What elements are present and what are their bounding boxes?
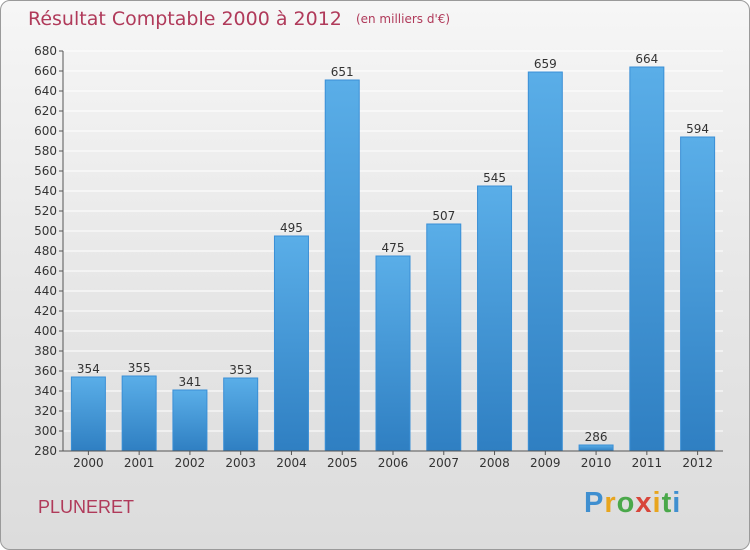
data-label: 355: [128, 361, 151, 375]
x-tick-label: 2012: [682, 456, 713, 470]
y-tick-label: 380: [34, 344, 57, 358]
y-tick-label: 540: [34, 184, 57, 198]
data-label: 354: [77, 362, 100, 376]
x-tick-label: 2004: [276, 456, 307, 470]
data-label: 507: [432, 209, 455, 223]
data-label: 545: [483, 171, 506, 185]
proxiti-logo: Proxiti: [584, 487, 682, 519]
town-name: PLUNERET: [38, 497, 135, 517]
data-label: 664: [635, 52, 658, 66]
y-tick-label: 660: [34, 64, 57, 78]
bar-2006: [375, 255, 411, 452]
y-tick-label: 440: [34, 284, 57, 298]
bar-2004: [273, 235, 309, 452]
bar-2008: [477, 185, 513, 452]
data-label: 495: [280, 221, 303, 235]
chart-unit-label: (en milliers d'€): [355, 12, 451, 26]
bar-2007: [426, 223, 462, 452]
data-label: 286: [585, 430, 608, 444]
y-tick-label: 600: [34, 124, 57, 138]
y-tick-label: 360: [34, 364, 57, 378]
x-tick-label: 2001: [124, 456, 155, 470]
x-tick-label: 2007: [428, 456, 459, 470]
y-tick-label: 680: [34, 44, 57, 58]
bar-2001: [121, 375, 157, 452]
data-label: 353: [229, 363, 252, 377]
x-tick-label: 2010: [581, 456, 612, 470]
data-label: 594: [686, 122, 709, 136]
bar-2003: [223, 377, 259, 452]
y-tick-label: 580: [34, 144, 57, 158]
bar-2002: [172, 389, 208, 452]
y-tick-label: 480: [34, 244, 57, 258]
x-axis: 2000 2001 2002 2003 2004 2005 2006 2007 2008 2009…: [63, 450, 723, 470]
chart-title: Résultat Comptable 2000 à 2012: [28, 8, 342, 30]
data-label: 475: [382, 241, 405, 255]
bars: 354 355 341 353 495 651 475 507 545 659 286 664 594: [70, 52, 716, 452]
y-tick-label: 300: [34, 424, 57, 438]
y-tick-label: 620: [34, 104, 57, 118]
bar-2000: [70, 376, 106, 452]
y-tick-label: 520: [34, 204, 57, 218]
x-tick-label: 2003: [225, 456, 256, 470]
data-label: 659: [534, 57, 557, 71]
bar-2011: [629, 66, 665, 452]
bar-2010: [578, 444, 614, 452]
bar-2005: [324, 79, 360, 452]
x-tick-label: 2006: [378, 456, 409, 470]
y-tick-label: 500: [34, 224, 57, 238]
bar-2009: [527, 71, 563, 452]
y-axis: 280 300 320 340 360 380 400 420 440 460 480 500 520 5…: [34, 44, 64, 458]
x-tick-label: 2009: [530, 456, 561, 470]
y-tick-label: 560: [34, 164, 57, 178]
x-tick-label: 2008: [479, 456, 510, 470]
y-tick-label: 320: [34, 404, 57, 418]
chart-title-block: Résultat Comptable 2000 à 2012 (en milli…: [28, 8, 450, 30]
y-tick-label: 400: [34, 324, 57, 338]
y-tick-label: 340: [34, 384, 57, 398]
data-label: 651: [331, 65, 354, 79]
x-tick-label: 2000: [73, 456, 104, 470]
y-tick-label: 420: [34, 304, 57, 318]
data-label: 341: [178, 375, 201, 389]
x-tick-label: 2011: [632, 456, 663, 470]
x-tick-label: 2005: [327, 456, 358, 470]
bar-2012: [680, 136, 716, 452]
x-tick-label: 2002: [175, 456, 206, 470]
y-tick-label: 280: [34, 444, 57, 458]
y-tick-label: 640: [34, 84, 57, 98]
y-tick-label: 460: [34, 264, 57, 278]
grid-lines: [63, 50, 723, 452]
